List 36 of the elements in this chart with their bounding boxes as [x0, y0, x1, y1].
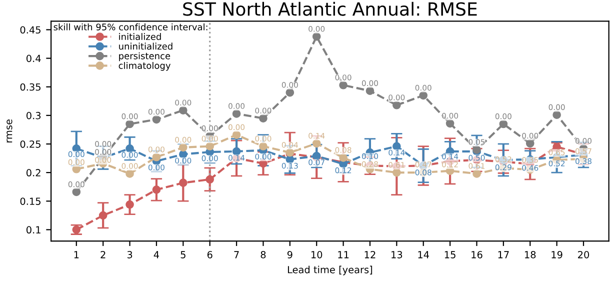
legend-label: climatology [118, 62, 171, 71]
y-tick-label: 0.3 [26, 112, 41, 120]
x-tick-label: 14 [418, 251, 429, 258]
chart-title: SST North Atlantic Annual: RMSE [183, 2, 477, 16]
x-tick-label: 1 [74, 251, 79, 258]
x-tick-label: 9 [287, 251, 292, 258]
x-tick-label: 5 [180, 251, 186, 258]
x-tick-label: 3 [127, 251, 132, 258]
x-tick-label: 4 [154, 251, 160, 258]
x-tick-label: 16 [472, 251, 482, 258]
x-tick-label: 20 [578, 251, 590, 258]
x-tick-label: 6 [207, 251, 212, 258]
x-tick-label: 19 [552, 251, 562, 258]
y-tick-label: 0.1 [26, 226, 40, 234]
y-tick-label: 0.35 [20, 83, 40, 91]
x-tick-label: 2 [100, 251, 106, 258]
x-tick-label: 13 [392, 251, 402, 258]
x-tick-label: 11 [338, 251, 349, 258]
x-tick-label: 10 [311, 251, 322, 258]
y-tick-label: 0.2 [26, 169, 40, 176]
x-tick-label: 18 [525, 251, 536, 258]
y-axis-title: rmse [6, 119, 12, 142]
x-tick-label: 15 [444, 251, 456, 258]
y-tick-label: 0.45 [20, 26, 40, 34]
legend-label: initialized [119, 33, 161, 40]
x-tick-label: 8 [260, 251, 266, 258]
y-tick-label: 0.15 [20, 198, 40, 205]
legend-label: persistence [119, 52, 170, 62]
x-tick-label: 7 [234, 251, 239, 258]
x-axis-title: Lead time [years] [288, 266, 372, 276]
y-tick-label: 0.25 [20, 140, 40, 148]
legend-title: skill with 95% confidence interval: [54, 23, 208, 30]
legend-label: uninitialized [119, 42, 172, 50]
x-tick-label: 12 [364, 251, 376, 258]
x-tick-label: 17 [498, 251, 509, 258]
y-tick-label: 0.4 [26, 54, 41, 62]
